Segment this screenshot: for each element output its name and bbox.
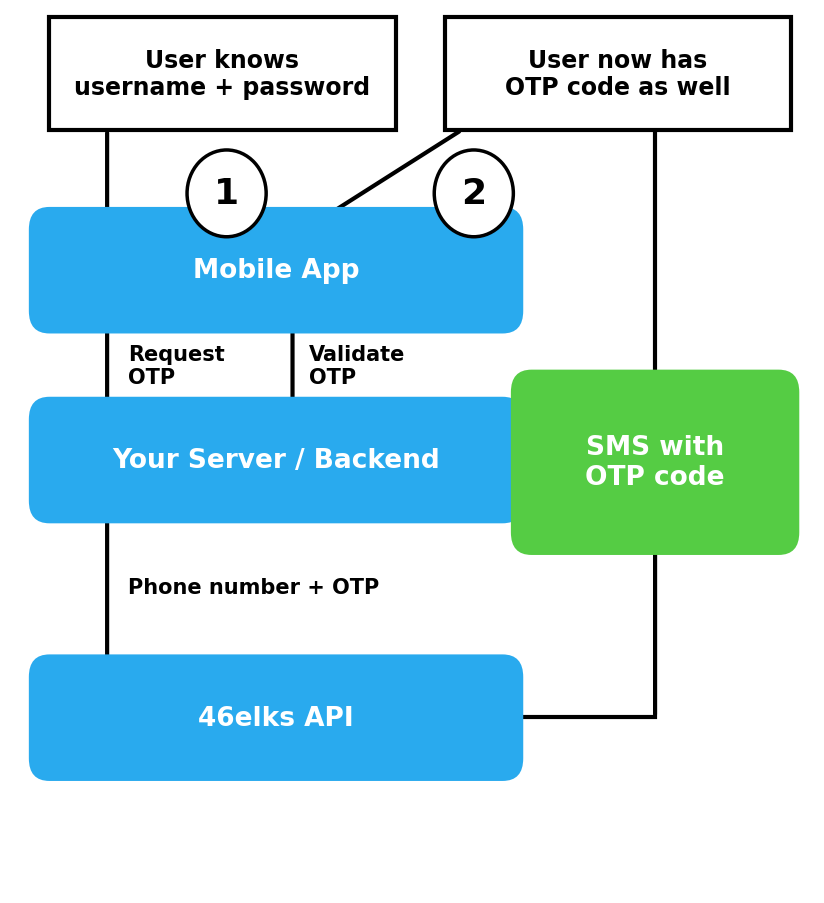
Text: SMS with
OTP code: SMS with OTP code xyxy=(585,435,725,490)
FancyBboxPatch shape xyxy=(511,370,799,555)
FancyBboxPatch shape xyxy=(49,18,396,131)
Text: User now has
OTP code as well: User now has OTP code as well xyxy=(505,49,731,100)
Text: Request
OTP: Request OTP xyxy=(128,344,224,387)
FancyBboxPatch shape xyxy=(445,18,791,131)
Text: Validate
OTP: Validate OTP xyxy=(309,344,405,387)
Text: Phone number + OTP: Phone number + OTP xyxy=(128,577,379,597)
Text: 2: 2 xyxy=(461,177,486,211)
Text: User knows
username + password: User knows username + password xyxy=(74,49,371,100)
Text: 1: 1 xyxy=(214,177,239,211)
Circle shape xyxy=(434,151,513,237)
Text: Your Server / Backend: Your Server / Backend xyxy=(112,448,440,473)
Text: Mobile App: Mobile App xyxy=(193,258,359,284)
FancyBboxPatch shape xyxy=(29,397,523,524)
Text: 46elks API: 46elks API xyxy=(199,705,353,731)
FancyBboxPatch shape xyxy=(29,655,523,781)
Circle shape xyxy=(187,151,266,237)
FancyBboxPatch shape xyxy=(29,208,523,334)
